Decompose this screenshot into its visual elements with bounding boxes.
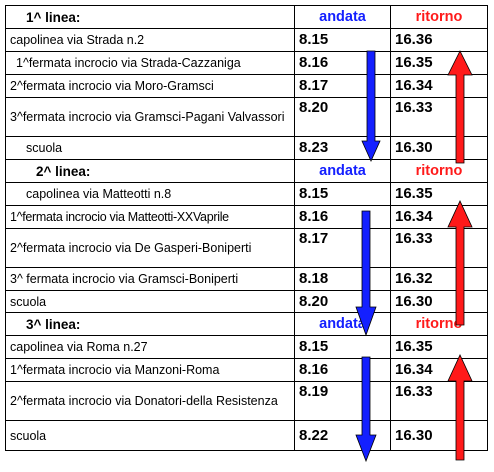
andata-time: 8.17 — [294, 74, 391, 98]
table-row: 2^fermata incrocio via Donatori-della Re… — [5, 381, 488, 421]
line-title: 3^ linea: — [5, 312, 295, 336]
ritorno-time: 16.30 — [390, 136, 488, 160]
stop-name: 2^fermata incrocio via De Gasperi-Bonipe… — [5, 228, 295, 268]
andata-time: 8.18 — [294, 267, 391, 291]
ritorno-time: 16.33 — [390, 381, 488, 421]
ritorno-time: 16.35 — [390, 51, 488, 75]
ritorno-time: 16.34 — [390, 358, 488, 382]
table-row: 2^fermata incrocio via Moro-Gramsci 8.17… — [5, 74, 488, 98]
ritorno-header: ritorno — [390, 312, 488, 336]
stop-name: 1^fermata incrocio via Strada-Cazzaniga — [5, 51, 295, 75]
table-row: capolinea via Matteotti n.8 8.15 16.35 — [5, 182, 488, 206]
ritorno-time: 16.33 — [390, 228, 488, 268]
ritorno-time: 16.35 — [390, 182, 488, 206]
andata-time: 8.15 — [294, 28, 391, 52]
stop-name: capolinea via Roma n.27 — [5, 335, 295, 359]
table-row: capolinea via Roma n.27 8.15 16.35 — [5, 335, 488, 359]
andata-header: andata — [294, 5, 391, 29]
andata-time: 8.20 — [294, 290, 391, 313]
table-row: scuola 8.22 16.30 — [5, 420, 488, 451]
line-2-header-row: 2^ linea: andata ritorno — [5, 159, 488, 183]
andata-time: 8.19 — [294, 381, 391, 421]
ritorno-time: 16.33 — [390, 97, 488, 137]
ritorno-time: 16.34 — [390, 205, 488, 229]
timetable-table: 1^ linea: andata ritorno capolinea via S… — [5, 5, 488, 451]
line-title: 2^ linea: — [5, 159, 295, 183]
table-row: 3^ fermata incrocio via Gramsci-Bonipert… — [5, 267, 488, 291]
andata-time: 8.23 — [294, 136, 391, 160]
andata-time: 8.16 — [294, 51, 391, 75]
andata-time: 8.20 — [294, 97, 391, 137]
stop-name: 2^fermata incrocio via Donatori-della Re… — [5, 381, 295, 421]
line-1-header-row: 1^ linea: andata ritorno — [5, 5, 488, 29]
stop-name: 2^fermata incrocio via Moro-Gramsci — [5, 74, 295, 98]
andata-time: 8.15 — [294, 182, 391, 206]
ritorno-time: 16.34 — [390, 74, 488, 98]
ritorno-time: 16.30 — [390, 420, 488, 451]
andata-time: 8.15 — [294, 335, 391, 359]
table-row: scuola 8.23 16.30 — [5, 136, 488, 160]
ritorno-time: 16.36 — [390, 28, 488, 52]
stop-name: 3^fermata incrocio via Gramsci-Pagani Va… — [5, 97, 295, 137]
ritorno-time: 16.35 — [390, 335, 488, 359]
stop-name: capolinea via Matteotti n.8 — [5, 182, 295, 206]
table-row: 1^fermata incrocio via Matteotti-XXVapri… — [5, 205, 488, 229]
table-row: 1^fermata incrocio via Strada-Cazzaniga … — [5, 51, 488, 75]
andata-time: 8.16 — [294, 358, 391, 382]
table-row: 2^fermata incrocio via De Gasperi-Bonipe… — [5, 228, 488, 268]
stop-name: 1^fermata incrocio via Manzoni-Roma — [5, 358, 295, 382]
table-row: scuola 8.20 16.30 — [5, 290, 488, 313]
stop-name: capolinea via Strada n.2 — [5, 28, 295, 52]
stop-name: 3^ fermata incrocio via Gramsci-Bonipert… — [5, 267, 295, 291]
table-row: 1^fermata incrocio via Manzoni-Roma 8.16… — [5, 358, 488, 382]
andata-header: andata — [294, 159, 391, 183]
ritorno-header: ritorno — [390, 5, 488, 29]
ritorno-time: 16.30 — [390, 290, 488, 313]
ritorno-time: 16.32 — [390, 267, 488, 291]
table-row: 3^fermata incrocio via Gramsci-Pagani Va… — [5, 97, 488, 137]
stop-name: 1^fermata incrocio via Matteotti-XXVapri… — [5, 205, 295, 229]
stop-name: scuola — [5, 420, 295, 451]
stop-name: scuola — [5, 290, 295, 313]
andata-header: andata — [294, 312, 391, 336]
andata-time: 8.22 — [294, 420, 391, 451]
line-3-header-row: 3^ linea: andata ritorno — [5, 312, 488, 336]
andata-time: 8.16 — [294, 205, 391, 229]
ritorno-header: ritorno — [390, 159, 488, 183]
stop-name: scuola — [5, 136, 295, 160]
andata-time: 8.17 — [294, 228, 391, 268]
bus-timetable: 1^ linea: andata ritorno capolinea via S… — [5, 5, 488, 465]
line-title: 1^ linea: — [5, 5, 295, 29]
table-row: capolinea via Strada n.2 8.15 16.36 — [5, 28, 488, 52]
